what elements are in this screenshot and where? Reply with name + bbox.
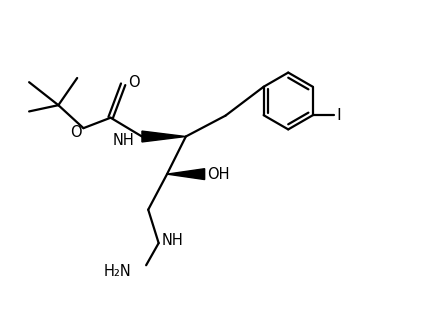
Text: I: I xyxy=(337,108,341,123)
Text: O: O xyxy=(70,125,81,140)
Polygon shape xyxy=(142,131,186,142)
Text: OH: OH xyxy=(207,167,229,182)
Polygon shape xyxy=(167,169,204,180)
Text: H₂N: H₂N xyxy=(104,263,132,278)
Text: NH: NH xyxy=(113,133,135,148)
Text: O: O xyxy=(129,75,140,90)
Text: NH: NH xyxy=(161,234,183,249)
